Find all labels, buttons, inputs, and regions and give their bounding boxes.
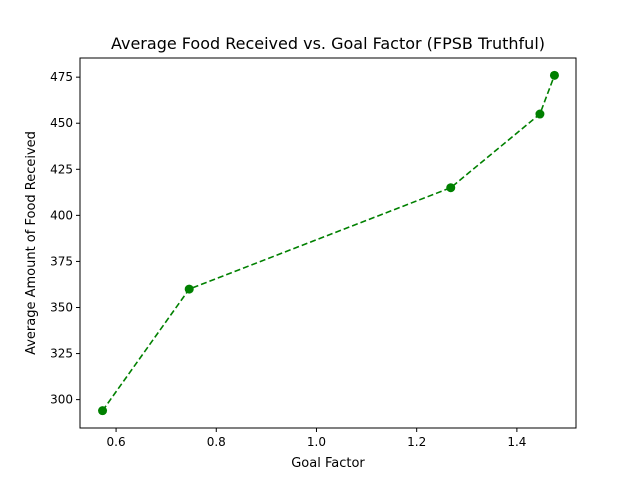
plot-frame xyxy=(79,57,577,429)
y-tick-label: 400 xyxy=(50,208,73,222)
plot-area xyxy=(80,58,576,428)
data-point-marker xyxy=(535,109,545,119)
x-tick-label: 1.2 xyxy=(407,435,426,449)
x-tick-label: 0.8 xyxy=(207,435,226,449)
series-layer xyxy=(98,70,559,416)
ticks-layer: 0.6 0.8 1.0 1.2 1.4 300 325 350 375 400 425 450 475 xyxy=(50,70,526,449)
y-tick-label: 350 xyxy=(50,300,73,314)
data-point-marker xyxy=(446,183,456,193)
data-point-marker xyxy=(184,284,194,294)
chart-title: Average Food Received vs. Goal Factor (F… xyxy=(111,34,545,53)
x-tick-label: 1.0 xyxy=(307,435,326,449)
data-point-marker xyxy=(549,70,559,80)
y-tick-label: 375 xyxy=(50,254,73,268)
y-tick-label: 300 xyxy=(50,393,73,407)
y-axis-label: Average Amount of Food Received xyxy=(24,131,39,355)
data-point-marker xyxy=(98,406,108,416)
x-tick-label: 0.6 xyxy=(107,435,126,449)
y-tick-label: 450 xyxy=(50,116,73,130)
x-tick-label: 1.4 xyxy=(507,435,526,449)
series-line xyxy=(101,75,556,412)
x-axis-label: Goal Factor xyxy=(291,456,365,471)
y-tick-label: 475 xyxy=(50,70,73,84)
y-tick-label: 325 xyxy=(50,347,73,361)
y-tick-label: 425 xyxy=(50,162,73,176)
